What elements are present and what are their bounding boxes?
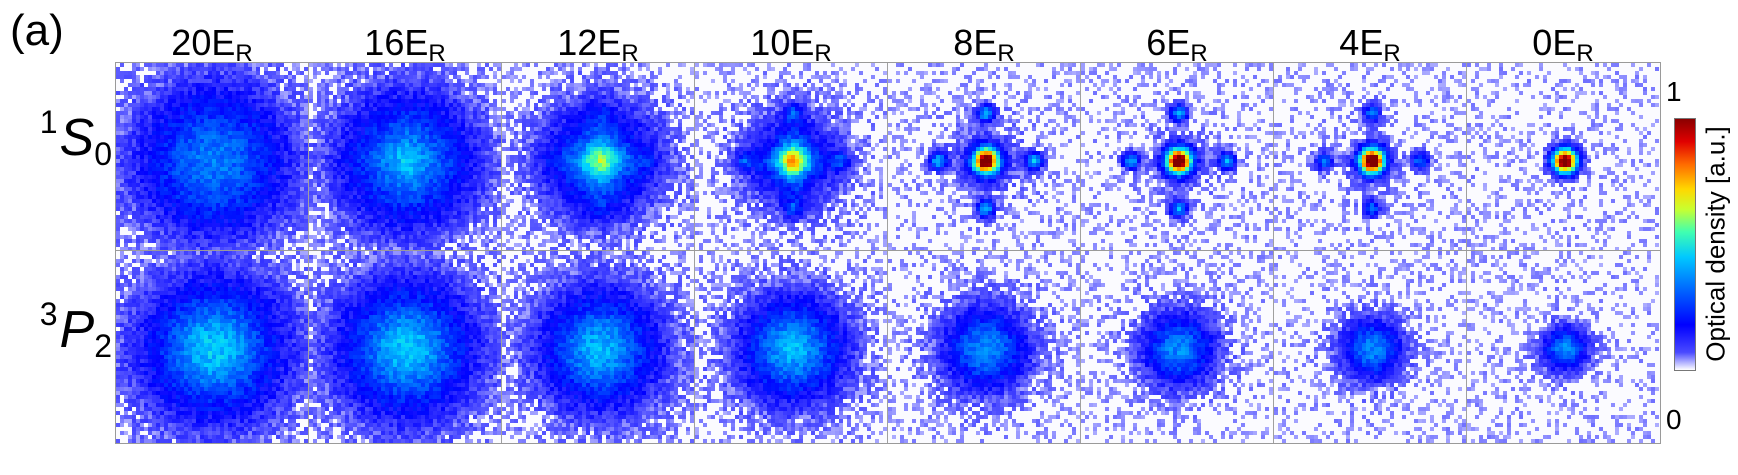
absorption-image (309, 251, 502, 443)
column-header-unit: E (404, 22, 428, 63)
row-label-sub: 0 (94, 136, 112, 172)
row-label-sub: 2 (94, 328, 112, 364)
absorption-image (502, 63, 695, 255)
column-header-unit: E (1552, 22, 1576, 63)
row-label-base: S (60, 109, 95, 167)
colorbar-min-label: 0 (1666, 404, 1682, 436)
absorption-image (1274, 251, 1467, 443)
column-header-value: 12 (557, 22, 597, 63)
column-header-unit-sub: R (428, 40, 445, 67)
absorption-image-canvas (502, 251, 694, 443)
column-header: 6ER (1080, 22, 1274, 68)
column-header-value: 8 (953, 22, 973, 63)
absorption-image (502, 251, 695, 443)
absorption-image-canvas (888, 251, 1080, 443)
column-header-unit: E (790, 22, 814, 63)
absorption-image-canvas (309, 63, 501, 255)
column-header: 20ER (115, 22, 309, 68)
absorption-image (1081, 251, 1274, 443)
colorbar-title: Optical density [a.u.] (1701, 126, 1732, 362)
absorption-image-canvas (309, 251, 501, 443)
column-header: 0ER (1466, 22, 1660, 68)
column-header-unit: E (1359, 22, 1383, 63)
absorption-image-canvas (1081, 63, 1273, 255)
panel-label: (a) (10, 6, 64, 56)
absorption-image (1467, 251, 1659, 443)
column-header-value: 16 (364, 22, 404, 63)
absorption-image-canvas (1467, 251, 1659, 443)
absorption-image-canvas (888, 63, 1080, 255)
absorption-image-canvas (116, 63, 308, 255)
absorption-image (1467, 63, 1659, 255)
absorption-image-canvas (502, 63, 694, 255)
column-header-value: 10 (750, 22, 790, 63)
column-header-unit-sub: R (1383, 40, 1400, 67)
column-header: 10ER (694, 22, 888, 68)
column-header: 8ER (887, 22, 1081, 68)
colorbar-max-label: 1 (1666, 76, 1682, 108)
absorption-image (1274, 63, 1467, 255)
colorbar (1674, 118, 1696, 371)
absorption-image (309, 63, 502, 255)
column-header-unit-sub: R (814, 40, 831, 67)
absorption-image (888, 251, 1081, 443)
column-header: 4ER (1273, 22, 1467, 68)
absorption-image (695, 251, 888, 443)
absorption-image (116, 251, 309, 443)
absorption-image (695, 63, 888, 255)
column-header: 12ER (501, 22, 695, 68)
absorption-image-canvas (695, 63, 887, 255)
absorption-image (888, 63, 1081, 255)
absorption-image-canvas (1467, 63, 1659, 255)
column-header-unit: E (973, 22, 997, 63)
column-header: 16ER (308, 22, 502, 68)
row-label-sup: 1 (40, 104, 58, 140)
row-label-p2: 3P2 (26, 296, 112, 365)
column-header-unit-sub: R (235, 40, 252, 67)
image-row-s0 (115, 62, 1661, 256)
absorption-image-canvas (1274, 251, 1466, 443)
column-header-unit-sub: R (1190, 40, 1207, 67)
column-header-unit: E (597, 22, 621, 63)
column-header-unit: E (1166, 22, 1190, 63)
column-header-value: 0 (1532, 22, 1552, 63)
column-header-unit-sub: R (621, 40, 638, 67)
absorption-image-canvas (695, 251, 887, 443)
column-header-unit-sub: R (997, 40, 1014, 67)
column-header-unit-sub: R (1576, 40, 1593, 67)
absorption-image-canvas (1081, 251, 1273, 443)
column-header-value: 6 (1146, 22, 1166, 63)
column-header-value: 4 (1339, 22, 1359, 63)
row-label-base: P (60, 301, 95, 359)
absorption-image (1081, 63, 1274, 255)
column-header-value: 20 (171, 22, 211, 63)
row-label-sup: 3 (40, 296, 58, 332)
column-header-unit: E (211, 22, 235, 63)
absorption-image (116, 63, 309, 255)
absorption-image-canvas (1274, 63, 1466, 255)
absorption-image-canvas (116, 251, 308, 443)
image-row-p2 (115, 250, 1661, 444)
row-label-s0: 1S0 (26, 104, 112, 173)
